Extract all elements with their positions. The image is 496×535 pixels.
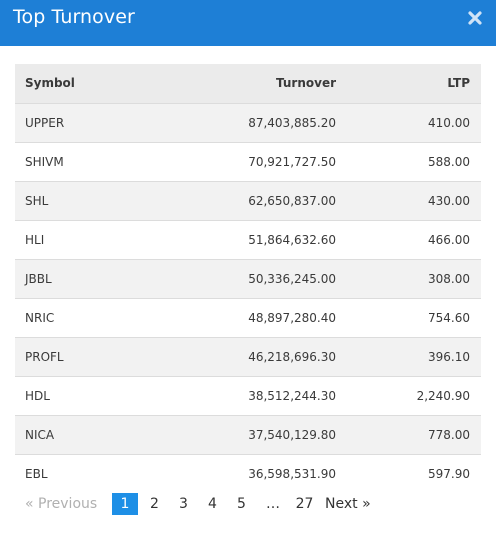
modal-title: Top Turnover — [13, 6, 135, 28]
column-header-turnover: Turnover — [276, 76, 336, 91]
cell-ltp: 597.90 — [336, 453, 481, 493]
cell-turnover: 48,897,280.40 — [185, 297, 336, 337]
turnover-table-container: Symbol Turnover LTP UPPER 87,403,885.20 … — [15, 64, 481, 493]
table-row: HDL 38,512,244.30 2,240.90 — [15, 375, 481, 415]
column-header-ltp: LTP — [447, 76, 470, 91]
pagination: « Previous 1 2 3 4 5 … 27 Next » — [15, 492, 371, 516]
page-link-last[interactable]: 27 — [295, 496, 314, 512]
pagination-ellipsis: … — [266, 496, 280, 512]
next-page-link[interactable]: Next » — [325, 496, 371, 512]
cell-symbol: PROFL — [15, 336, 185, 376]
table-row: SHL 62,650,837.00 430.00 — [15, 180, 481, 220]
cell-turnover: 62,650,837.00 — [185, 180, 336, 220]
close-icon — [468, 11, 482, 25]
cell-ltp: 778.00 — [336, 414, 481, 454]
table-row: NICA 37,540,129.80 778.00 — [15, 414, 481, 454]
modal-header: Top Turnover — [0, 0, 496, 46]
cell-turnover: 70,921,727.50 — [185, 141, 336, 181]
cell-symbol: SHIVM — [15, 141, 185, 181]
cell-turnover: 37,540,129.80 — [185, 414, 336, 454]
page-link-4[interactable]: 4 — [208, 496, 217, 512]
table-row: NRIC 48,897,280.40 754.60 — [15, 297, 481, 337]
page-link-3[interactable]: 3 — [179, 496, 188, 512]
cell-turnover: 38,512,244.30 — [185, 375, 336, 415]
table-row: UPPER 87,403,885.20 410.00 — [15, 102, 481, 142]
turnover-table: Symbol Turnover LTP UPPER 87,403,885.20 … — [15, 64, 481, 493]
cell-ltp: 308.00 — [336, 258, 481, 298]
column-header-symbol: Symbol — [25, 76, 75, 91]
cell-ltp: 396.10 — [336, 336, 481, 376]
cell-symbol: HDL — [15, 375, 185, 415]
table-row: JBBL 50,336,245.00 308.00 — [15, 258, 481, 298]
cell-turnover: 46,218,696.30 — [185, 336, 336, 376]
page-link-1[interactable]: 1 — [112, 493, 138, 515]
cell-symbol: UPPER — [15, 102, 185, 142]
cell-symbol: HLI — [15, 219, 185, 259]
page-link-2[interactable]: 2 — [150, 496, 159, 512]
table-header-row: Symbol Turnover LTP — [15, 64, 481, 103]
cell-turnover: 87,403,885.20 — [185, 102, 336, 142]
cell-turnover: 50,336,245.00 — [185, 258, 336, 298]
cell-ltp: 2,240.90 — [336, 375, 481, 415]
cell-turnover: 36,598,531.90 — [185, 453, 336, 493]
previous-page-link[interactable]: « Previous — [25, 496, 98, 512]
close-button[interactable] — [464, 7, 486, 29]
cell-symbol: SHL — [15, 180, 185, 220]
table-row: EBL 36,598,531.90 597.90 — [15, 453, 481, 493]
cell-ltp: 430.00 — [336, 180, 481, 220]
cell-symbol: JBBL — [15, 258, 185, 298]
table-row: HLI 51,864,632.60 466.00 — [15, 219, 481, 259]
table-row: SHIVM 70,921,727.50 588.00 — [15, 141, 481, 181]
cell-symbol: NICA — [15, 414, 185, 454]
cell-ltp: 588.00 — [336, 141, 481, 181]
cell-ltp: 754.60 — [336, 297, 481, 337]
cell-symbol: NRIC — [15, 297, 185, 337]
cell-ltp: 410.00 — [336, 102, 481, 142]
table-row: PROFL 46,218,696.30 396.10 — [15, 336, 481, 376]
cell-symbol: EBL — [15, 453, 185, 493]
cell-turnover: 51,864,632.60 — [185, 219, 336, 259]
page-link-5[interactable]: 5 — [237, 496, 246, 512]
cell-ltp: 466.00 — [336, 219, 481, 259]
